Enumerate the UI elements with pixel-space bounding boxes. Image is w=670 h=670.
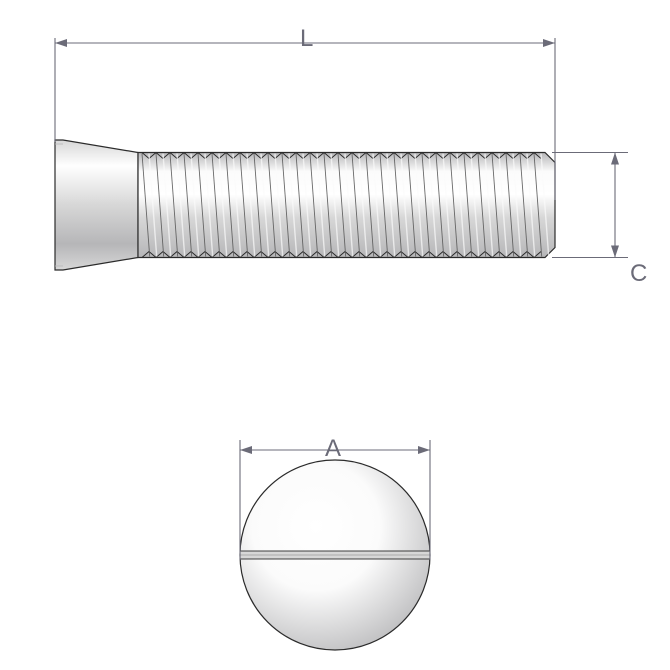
- diagram-canvas: L C A: [0, 0, 670, 670]
- screw-head-front-view: [240, 460, 430, 650]
- dimension-label-length: L: [300, 25, 313, 53]
- dimension-label-head: A: [325, 435, 341, 463]
- technical-drawing: [0, 0, 670, 670]
- screw-side-view: [55, 140, 555, 270]
- dimension-label-diameter: C: [630, 260, 647, 288]
